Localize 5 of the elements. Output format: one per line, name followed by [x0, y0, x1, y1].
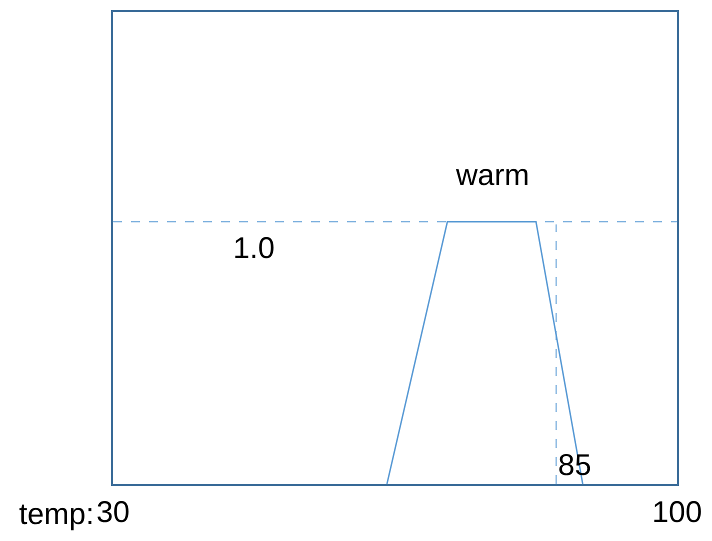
- series-label: warm: [455, 159, 530, 192]
- x-axis-title: temp:: [19, 498, 94, 531]
- ref-line-label: 1.0: [233, 232, 275, 265]
- x-tick-label: 100: [652, 496, 702, 529]
- x-tick-label: 30: [96, 496, 130, 529]
